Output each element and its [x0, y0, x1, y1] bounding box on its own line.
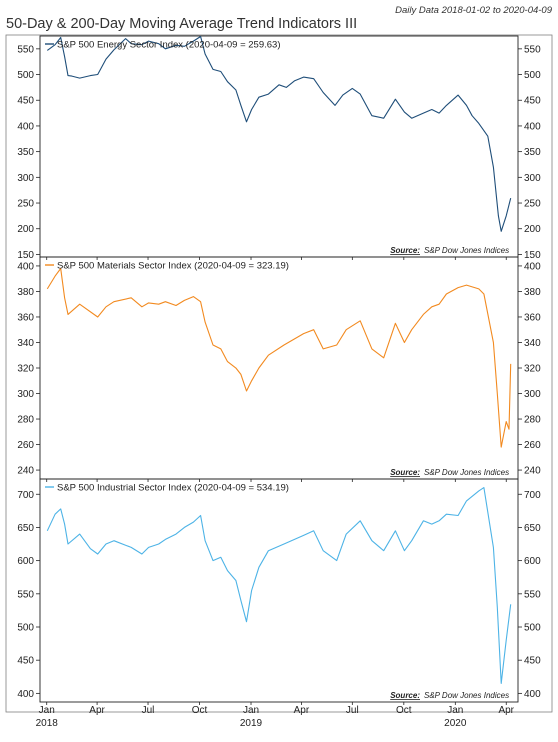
- chart-title: 50-Day & 200-Day Moving Average Trend In…: [6, 16, 357, 32]
- x-tick-label: Jan: [243, 705, 259, 716]
- source-name: S&P Dow Jones Indices: [424, 468, 509, 477]
- y-tick-label: 500: [17, 70, 34, 81]
- y-tick-label-right: 380: [524, 287, 541, 298]
- x-tick-label: Jul: [346, 705, 359, 716]
- y-tick-label-right: 600: [524, 556, 541, 567]
- y-tick-label: 350: [17, 147, 34, 158]
- chart-subtitle: Daily Data 2018-01-02 to 2020-04-09: [395, 5, 553, 16]
- y-tick-label-right: 400: [524, 261, 541, 272]
- x-year-label: 2018: [36, 718, 59, 729]
- legend-label-3: S&P 500 Industrial Sector Index (2020-04…: [57, 483, 289, 494]
- legend-label-1: S&P 500 Energy Sector Index (2020-04-09 …: [57, 40, 281, 51]
- y-tick-label: 300: [17, 389, 34, 400]
- y-tick-label: 200: [17, 224, 34, 235]
- y-tick-label: 320: [17, 364, 34, 375]
- y-tick-label: 240: [17, 466, 34, 477]
- x-year-label: 2019: [240, 718, 263, 729]
- y-tick-label: 400: [17, 121, 34, 132]
- y-tick-label-right: 280: [524, 415, 541, 426]
- x-tick-label: Jan: [447, 705, 463, 716]
- y-tick-label-right: 400: [524, 689, 541, 700]
- source-name: S&P Dow Jones Indices: [424, 246, 509, 255]
- x-tick-label: Apr: [498, 705, 514, 716]
- y-tick-label: 400: [17, 261, 34, 272]
- source-name: S&P Dow Jones Indices: [424, 691, 509, 700]
- y-tick-label: 450: [17, 96, 34, 107]
- y-tick-label-right: 550: [524, 44, 541, 55]
- chart-frame: [5, 34, 553, 713]
- y-tick-label-right: 500: [524, 70, 541, 81]
- legend-label-2: S&P 500 Materials Sector Index (2020-04-…: [57, 261, 289, 272]
- source-label: Source:: [390, 691, 420, 700]
- panel-1-border: [39, 35, 519, 258]
- y-tick-label-right: 240: [524, 466, 541, 477]
- series-line-1: [46, 35, 512, 232]
- source-label: Source:: [390, 468, 420, 477]
- y-tick-label-right: 450: [524, 96, 541, 107]
- y-tick-label: 550: [17, 589, 34, 600]
- y-tick-label: 360: [17, 312, 34, 323]
- x-tick-label: Apr: [294, 705, 310, 716]
- y-tick-label-right: 320: [524, 364, 541, 375]
- y-tick-label: 550: [17, 44, 34, 55]
- y-tick-label-right: 200: [524, 224, 541, 235]
- y-tick-label: 700: [17, 490, 34, 501]
- panel-2-border: [39, 256, 519, 480]
- y-tick-label-right: 250: [524, 199, 541, 210]
- series-line-3: [46, 487, 512, 684]
- y-tick-label-right: 700: [524, 490, 541, 501]
- y-tick-label: 150: [17, 250, 34, 261]
- y-tick-label-right: 300: [524, 389, 541, 400]
- y-tick-label: 450: [17, 656, 34, 667]
- y-tick-label: 300: [17, 173, 34, 184]
- source-label: Source:: [390, 246, 420, 255]
- y-tick-label-right: 500: [524, 623, 541, 634]
- x-tick-label: Jan: [39, 705, 55, 716]
- y-tick-label: 380: [17, 287, 34, 298]
- x-tick-label: Oct: [396, 705, 412, 716]
- y-tick-label: 340: [17, 338, 34, 349]
- y-tick-label-right: 150: [524, 250, 541, 261]
- y-tick-label-right: 550: [524, 589, 541, 600]
- y-tick-label-right: 300: [524, 173, 541, 184]
- x-tick-label: Apr: [89, 705, 105, 716]
- y-tick-label: 250: [17, 199, 34, 210]
- y-tick-label: 260: [17, 440, 34, 451]
- y-tick-label-right: 260: [524, 440, 541, 451]
- y-tick-label-right: 650: [524, 523, 541, 534]
- series-line-2: [46, 267, 512, 448]
- y-tick-label: 650: [17, 523, 34, 534]
- y-tick-label-right: 360: [524, 312, 541, 323]
- y-tick-label-right: 400: [524, 121, 541, 132]
- y-tick-label: 280: [17, 415, 34, 426]
- panel-3-border: [39, 478, 519, 703]
- y-tick-label: 600: [17, 556, 34, 567]
- y-tick-label-right: 450: [524, 656, 541, 667]
- x-tick-label: Jul: [142, 705, 155, 716]
- x-tick-label: Oct: [192, 705, 208, 716]
- x-year-label: 2020: [444, 718, 467, 729]
- y-tick-label-right: 350: [524, 147, 541, 158]
- y-tick-label: 500: [17, 623, 34, 634]
- y-tick-label-right: 340: [524, 338, 541, 349]
- y-tick-label: 400: [17, 689, 34, 700]
